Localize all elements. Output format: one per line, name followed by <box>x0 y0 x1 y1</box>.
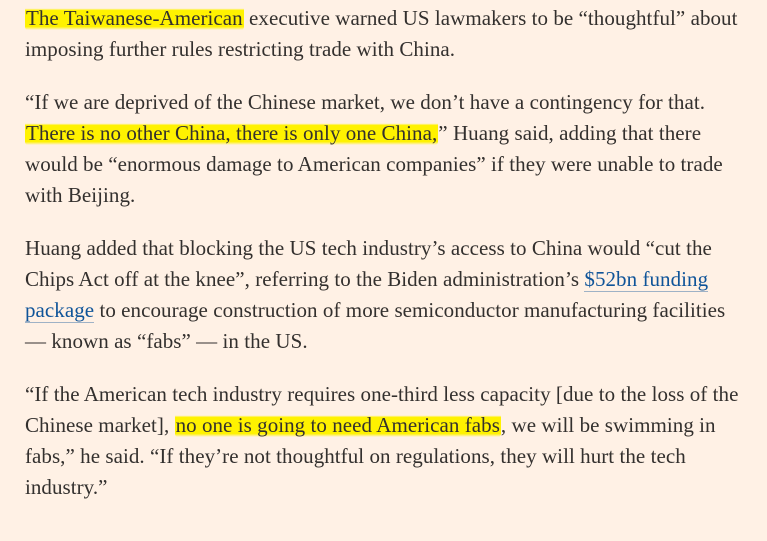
funding-package-link[interactable]: $52bn funding package <box>25 267 709 323</box>
paragraph-1-text: executive warned US lawmakers to be “tho… <box>25 6 738 61</box>
paragraph-2-text-start: “If we are deprived of the Chinese marke… <box>25 90 706 114</box>
paragraph-3-text-end: to encourage construction of more semico… <box>25 298 726 353</box>
highlight-american-fabs[interactable]: no one is going to need American fabs <box>174 413 501 437</box>
paragraph-4-text-start: “If the American tech industry requires … <box>25 382 739 437</box>
paragraph-2: “If we are deprived of the Chinese marke… <box>25 87 747 211</box>
highlight-only-one-china[interactable]: There is no other China, there is only o… <box>25 121 439 145</box>
highlight-taiwanese-american[interactable]: The Taiwanese-American <box>25 6 244 30</box>
paragraph-4: “If the American tech industry requires … <box>25 379 747 503</box>
paragraph-4-text-end: , we will be swimming in fabs,” he said.… <box>25 413 716 499</box>
paragraph-3: Huang added that blocking the US tech in… <box>25 233 747 357</box>
paragraph-1: The Taiwanese-American executive warned … <box>25 3 747 65</box>
paragraph-3-text-start: Huang added that blocking the US tech in… <box>25 236 712 291</box>
paragraph-2-text-end: ” Huang said, adding that there would be… <box>25 121 723 207</box>
